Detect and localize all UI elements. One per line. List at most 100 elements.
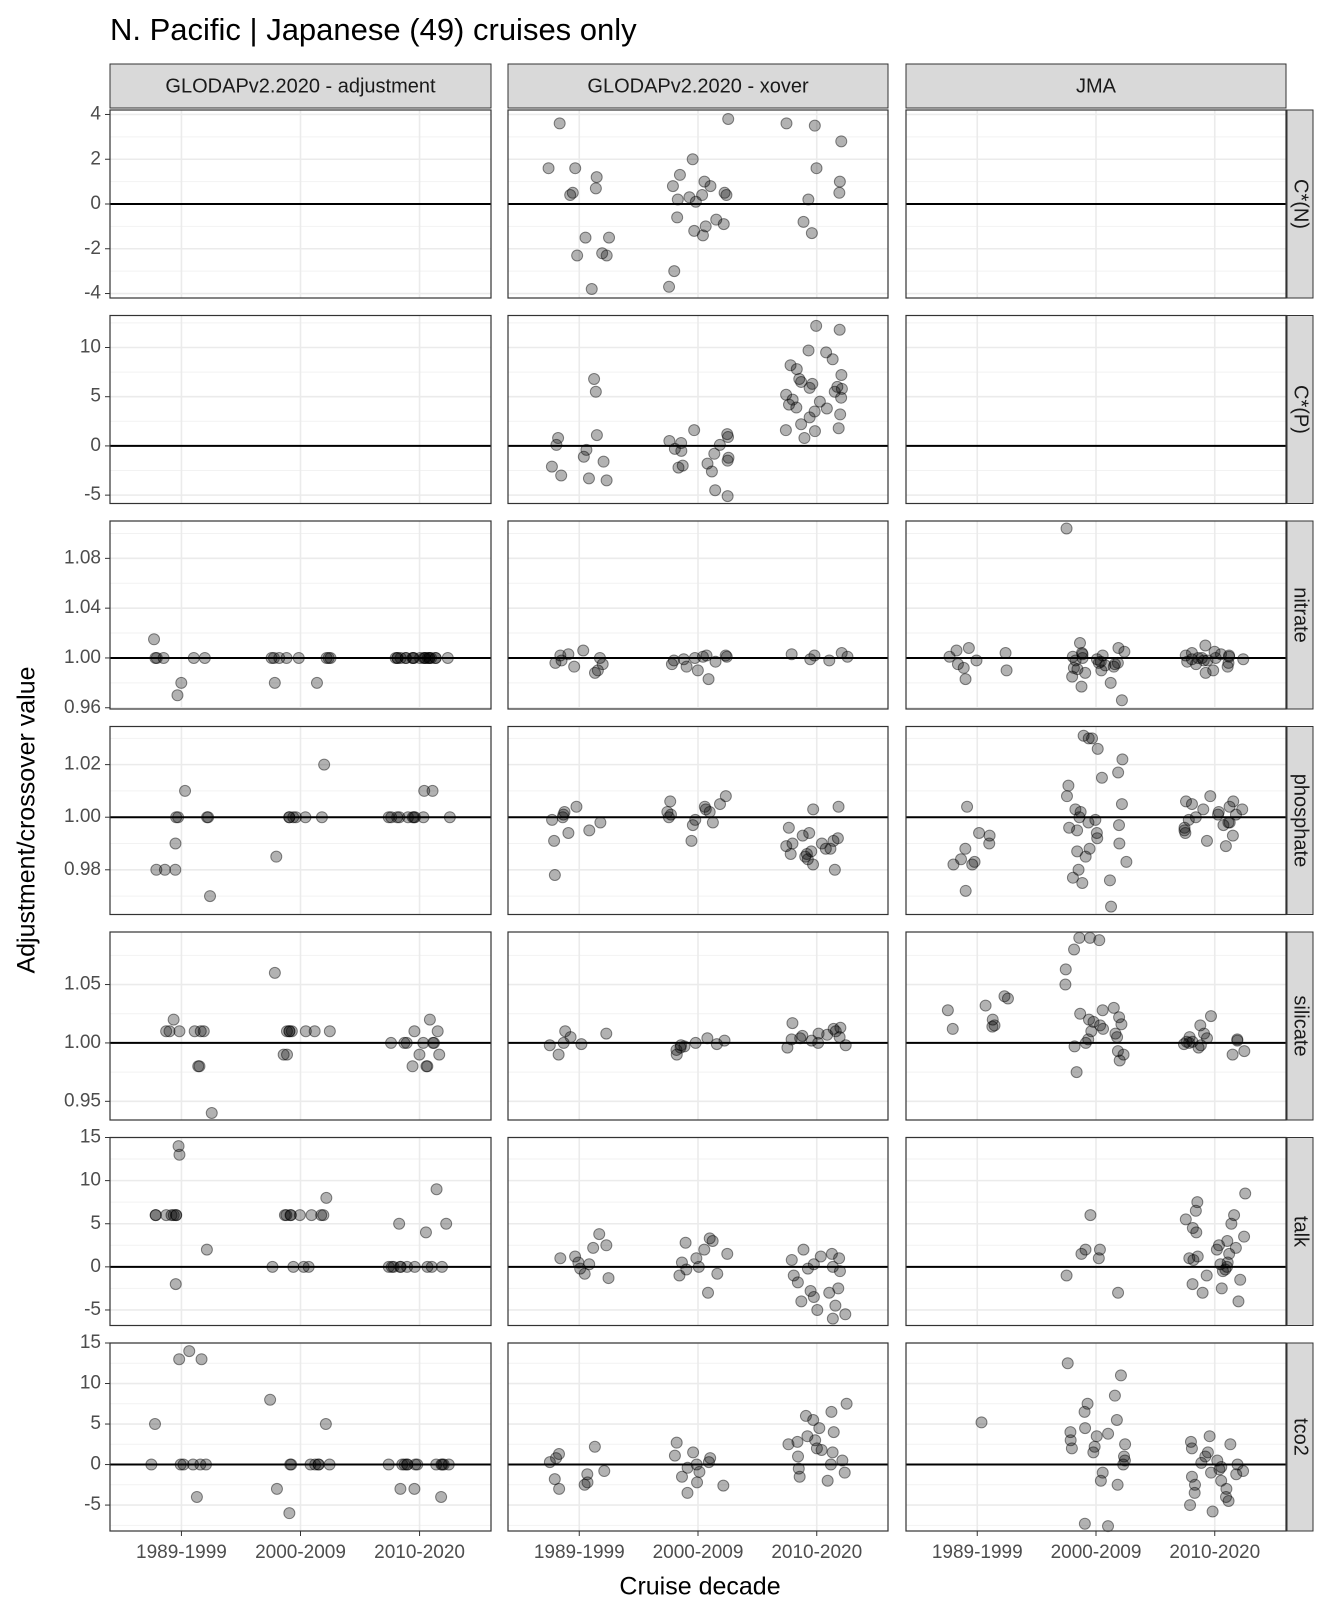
point xyxy=(957,661,970,674)
point xyxy=(1093,1243,1106,1256)
point xyxy=(1091,832,1104,845)
point xyxy=(701,1032,714,1045)
point xyxy=(548,834,561,847)
point xyxy=(406,651,419,664)
x-axis-title: Cruise decade xyxy=(619,1573,780,1601)
point xyxy=(713,438,726,451)
point xyxy=(1213,1463,1226,1476)
point xyxy=(399,651,412,664)
point xyxy=(1219,840,1232,853)
point xyxy=(588,666,601,679)
point xyxy=(421,651,434,664)
point xyxy=(670,1436,683,1449)
point xyxy=(318,758,331,771)
point xyxy=(1184,1499,1197,1512)
point xyxy=(941,1004,954,1017)
point xyxy=(280,651,293,664)
point xyxy=(1221,660,1234,673)
point xyxy=(832,1282,845,1295)
point xyxy=(1113,819,1126,832)
point xyxy=(709,484,722,497)
point xyxy=(1103,874,1116,887)
point xyxy=(666,180,679,193)
point xyxy=(1092,1252,1105,1265)
point xyxy=(1201,654,1214,667)
point xyxy=(580,443,593,456)
point xyxy=(811,1303,824,1316)
point xyxy=(308,1025,321,1038)
point xyxy=(430,1458,443,1471)
y-tick-label: 1.02 xyxy=(64,754,101,775)
point xyxy=(826,1446,839,1459)
point xyxy=(796,1029,809,1042)
point xyxy=(1000,664,1013,677)
point xyxy=(179,784,192,797)
point xyxy=(962,641,975,654)
point xyxy=(150,863,163,876)
point xyxy=(398,1458,411,1471)
point xyxy=(199,1458,212,1471)
point xyxy=(668,442,681,455)
point xyxy=(1183,1252,1196,1265)
point xyxy=(1075,646,1088,659)
strip-text: C*(N) xyxy=(1290,179,1312,229)
point xyxy=(170,1209,183,1222)
point xyxy=(1109,1027,1122,1040)
point xyxy=(1228,1209,1241,1222)
point xyxy=(299,811,312,824)
point xyxy=(1209,651,1222,664)
point xyxy=(1115,694,1128,707)
point xyxy=(1074,805,1087,818)
point xyxy=(172,811,185,824)
point xyxy=(1183,1036,1196,1049)
point xyxy=(187,1458,200,1471)
point xyxy=(803,826,816,839)
point xyxy=(820,402,833,415)
strip xyxy=(1286,109,1314,299)
point xyxy=(1068,1040,1081,1053)
point xyxy=(413,651,426,664)
panel-border xyxy=(507,725,889,916)
point xyxy=(169,863,182,876)
point xyxy=(389,651,402,664)
point xyxy=(836,1454,849,1467)
point xyxy=(588,1440,601,1453)
point xyxy=(409,1458,422,1471)
point xyxy=(1001,992,1014,1005)
point xyxy=(173,1353,186,1366)
point xyxy=(686,819,699,832)
point xyxy=(1071,845,1084,858)
point xyxy=(790,401,803,414)
point xyxy=(1115,798,1128,811)
point xyxy=(1200,834,1213,847)
point xyxy=(1204,790,1217,803)
point xyxy=(287,811,300,824)
point xyxy=(690,1252,703,1265)
point xyxy=(1091,742,1104,755)
point xyxy=(1194,1039,1207,1052)
point xyxy=(1060,522,1073,535)
point xyxy=(1215,1282,1228,1295)
point xyxy=(796,829,809,842)
point xyxy=(593,651,606,664)
point xyxy=(174,1458,187,1471)
point xyxy=(1239,1187,1252,1200)
point xyxy=(1097,1022,1110,1035)
point xyxy=(1200,1032,1213,1045)
point xyxy=(394,1260,407,1273)
point xyxy=(559,1025,572,1038)
point xyxy=(400,1036,413,1049)
point xyxy=(680,660,693,673)
point xyxy=(393,811,406,824)
point xyxy=(589,182,602,195)
point xyxy=(702,1456,715,1469)
point xyxy=(703,805,716,818)
point xyxy=(1069,803,1082,816)
point xyxy=(556,811,569,824)
point xyxy=(1083,842,1096,855)
point xyxy=(600,249,613,262)
point xyxy=(686,153,699,166)
point xyxy=(429,651,442,664)
point xyxy=(287,1260,300,1273)
point xyxy=(309,1458,322,1471)
